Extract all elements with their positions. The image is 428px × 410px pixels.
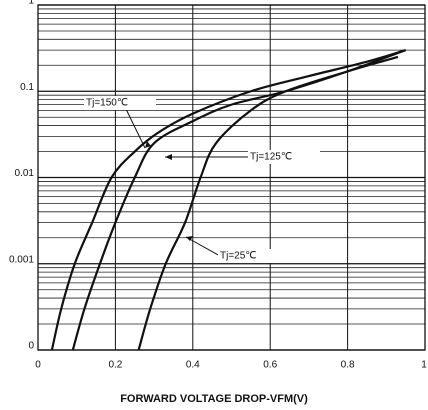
label-box: [84, 96, 156, 110]
y-tick-label: 0.1: [20, 82, 34, 93]
arrow-head: [165, 154, 172, 160]
label-box: [248, 150, 320, 164]
x-tick-label: 0: [35, 360, 41, 371]
x-axis-label: FORWARD VOLTAGE DROP-VFM(V): [120, 393, 308, 405]
curve: [137, 55, 399, 351]
x-tick-label: 0.2: [108, 360, 122, 371]
arrow-head: [145, 141, 151, 148]
series-label: Tj=25℃: [220, 251, 257, 262]
label-arrow: [185, 236, 221, 257]
y-tick-label: 0: [28, 341, 34, 352]
y-tick-label: 0.01: [15, 168, 35, 179]
x-tick-label: 0.4: [186, 360, 200, 371]
y-tick-label: 1: [28, 0, 34, 7]
series-label: Tj=125℃: [250, 152, 292, 163]
series-label: Tj=150℃: [86, 98, 128, 109]
x-tick-label: 0.6: [263, 360, 277, 371]
plot-frame: [37, 4, 426, 351]
x-tick-label: 1: [421, 360, 427, 371]
curve: [50, 49, 406, 351]
arrow-head: [186, 236, 193, 241]
label-box: [218, 249, 290, 263]
y-tick-label: 0.001: [9, 254, 34, 265]
x-tick-label: 0.8: [341, 360, 355, 371]
label-arrow: [125, 108, 146, 149]
